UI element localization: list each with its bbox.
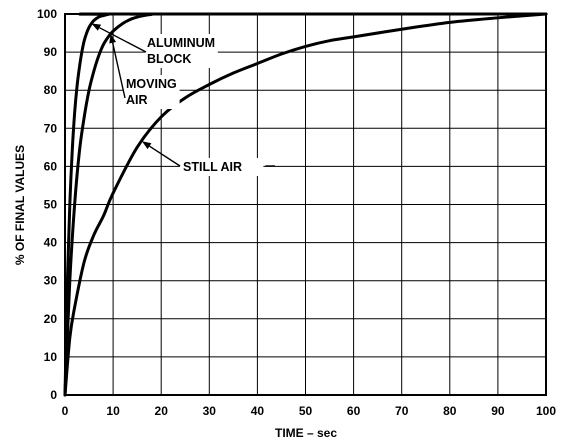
annotation-leader	[149, 145, 181, 167]
grid	[64, 13, 547, 396]
annotation-text: BLOCK	[147, 52, 191, 66]
series-line-still-air	[63, 12, 548, 397]
y-tick-label: 30	[44, 274, 58, 288]
annotation-arrowhead	[91, 23, 102, 31]
annotation-text: STILL AIR	[183, 160, 242, 174]
annotation-text: MOVING	[126, 77, 177, 91]
annotation-leader	[111, 42, 126, 99]
x-tick-label: 80	[443, 404, 457, 418]
x-tick-labels: 0 10 20 30 40 50 60 70 80 90 100	[62, 404, 557, 418]
x-tick-label: 70	[395, 404, 409, 418]
annotations: ALUMINUM BLOCK MOVING AIR STILL AIR	[91, 23, 275, 176]
x-tick-label: 30	[203, 404, 217, 418]
annotation-leader	[99, 27, 147, 53]
y-tick-label: 0	[50, 388, 57, 402]
x-tick-label: 20	[155, 404, 169, 418]
x-tick-label: 0	[62, 404, 69, 418]
annotation-moving-air: MOVING AIR	[109, 34, 180, 109]
annotation-background	[124, 75, 180, 109]
x-tick-label: 90	[491, 404, 505, 418]
annotation-background	[180, 158, 264, 176]
annotation-text: AIR	[126, 93, 148, 107]
y-tick-label: 70	[44, 121, 58, 135]
annotation-arrowhead	[141, 141, 152, 150]
annotation-background	[145, 34, 218, 68]
annotation-still-air: STILL AIR	[141, 141, 275, 176]
x-tick-label: 40	[251, 404, 265, 418]
annotation-aluminum-block: ALUMINUM BLOCK	[91, 23, 218, 68]
x-tick-label: 100	[536, 404, 556, 418]
y-tick-label: 90	[44, 45, 58, 59]
y-tick-label: 60	[44, 159, 58, 173]
y-tick-labels: 0 10 20 30 40 50 60 70 80 90 100	[37, 7, 57, 402]
y-tick-label: 40	[44, 236, 58, 250]
y-tick-label: 50	[44, 198, 58, 212]
annotation-arrowhead	[109, 34, 117, 44]
y-tick-label: 80	[44, 83, 58, 97]
y-tick-label: 10	[44, 350, 58, 364]
plot-frame	[64, 13, 547, 396]
y-tick-label: 100	[37, 7, 57, 21]
x-axis-title: TIME – sec	[275, 426, 337, 440]
annotation-text: ALUMINUM	[147, 36, 215, 50]
x-tick-label: 50	[299, 404, 313, 418]
x-tick-label: 60	[347, 404, 361, 418]
y-axis-title: % OF FINAL VALUES	[13, 145, 27, 265]
y-tick-label: 20	[44, 312, 58, 326]
x-tick-label: 10	[106, 404, 120, 418]
